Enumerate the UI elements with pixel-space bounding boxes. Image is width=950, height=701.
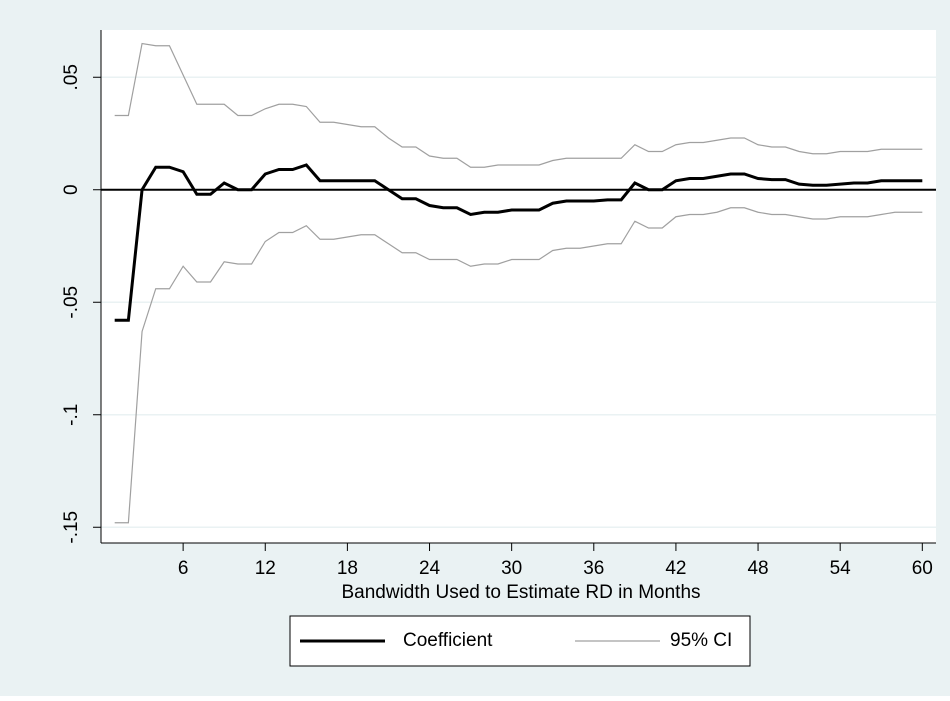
ci-upper-line <box>114 42 923 168</box>
x-tick-label: 24 <box>419 558 441 579</box>
y-tick-label: 0 <box>61 184 82 195</box>
y-tick-label: .05 <box>61 64 82 90</box>
y-tick-label: -.15 <box>61 511 82 544</box>
x-tick-label: 48 <box>747 558 768 579</box>
x-tick-label: 54 <box>830 558 852 579</box>
ci-lower-line <box>114 207 923 524</box>
line <box>114 163 923 322</box>
x-tick-label: 42 <box>665 558 686 579</box>
x-tick-label: 36 <box>583 558 604 579</box>
x-tick-label: 18 <box>337 558 358 579</box>
y-tick-label: -.1 <box>61 404 82 426</box>
x-tick-label: 30 <box>501 558 522 579</box>
x-tick-label: 6 <box>178 558 189 579</box>
x-axis-label: Bandwidth Used to Estimate RD in Months <box>341 582 700 603</box>
plot-area <box>101 30 936 543</box>
legend-label: Coefficient <box>403 630 493 651</box>
y-tick-label: -.05 <box>61 286 82 319</box>
x-tick-label: 12 <box>255 558 276 579</box>
legend-label: 95% CI <box>670 630 732 651</box>
x-tick-label: 60 <box>912 558 933 579</box>
